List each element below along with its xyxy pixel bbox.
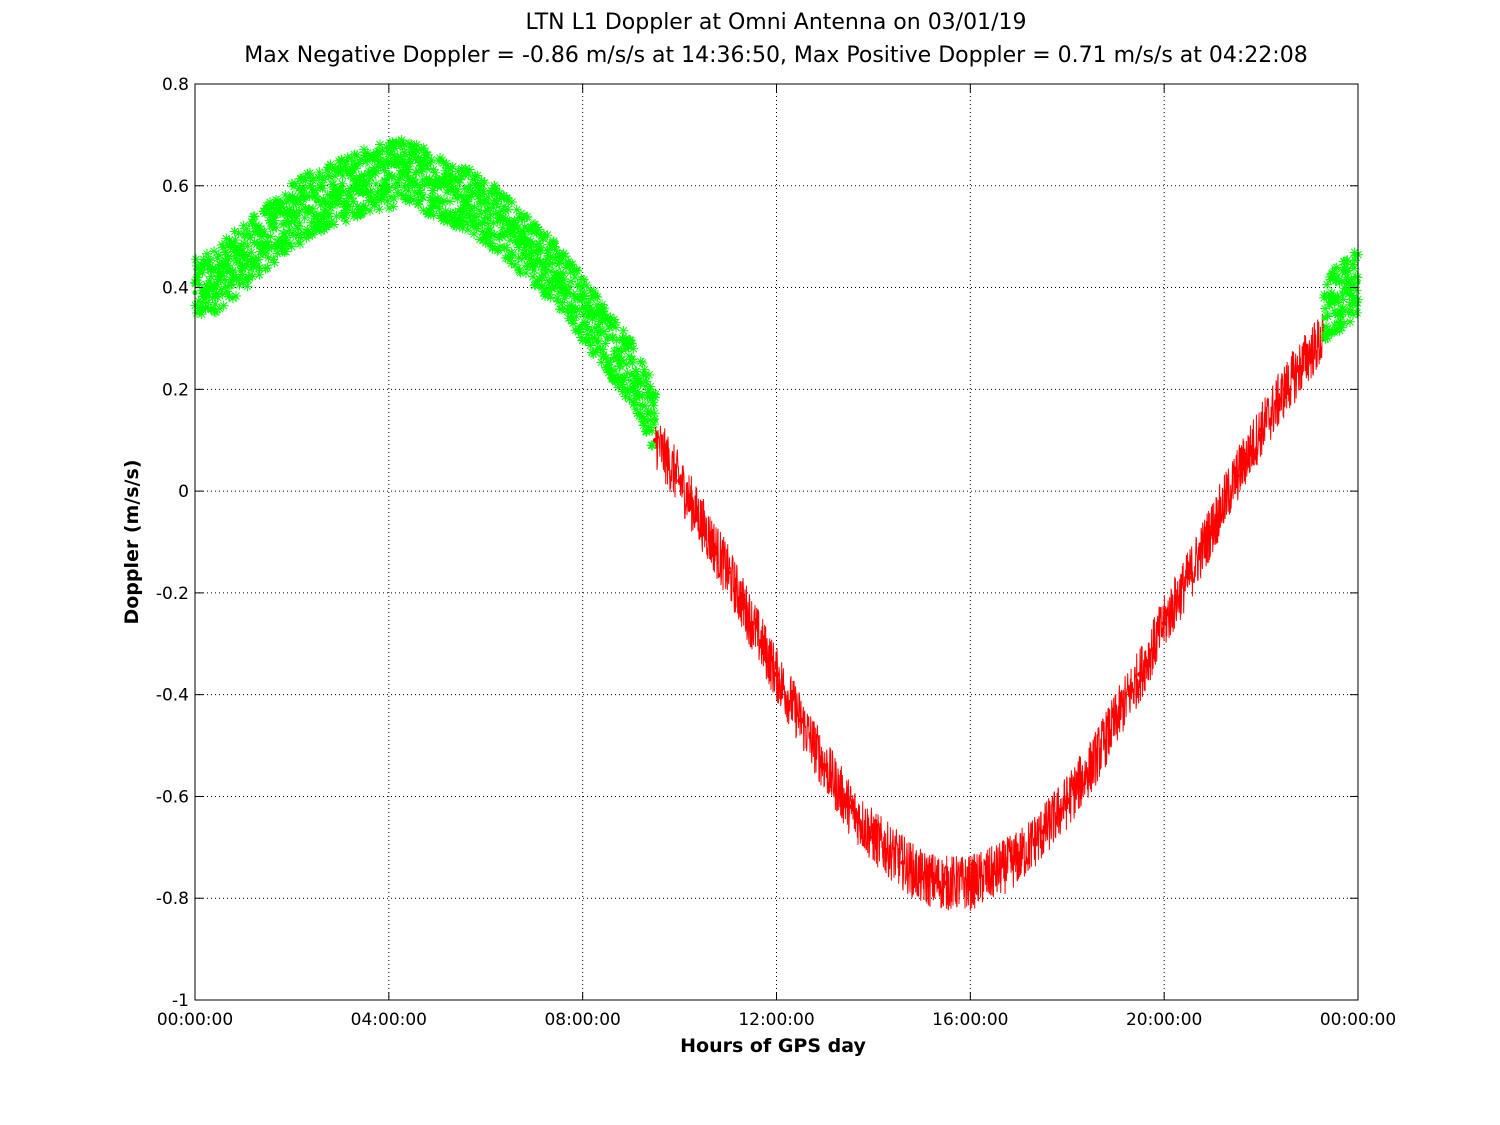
data-point [265,234,271,240]
grid-lines [195,84,1358,1000]
data-point [507,229,513,235]
series-asterisk-band [1319,247,1363,344]
series-noise-band [654,313,1325,911]
data-point [1113,717,1119,723]
data-point [943,880,949,886]
x-tick-label: 00:00:00 [157,1010,233,1030]
data-point [798,717,804,723]
data-point [1258,427,1264,433]
data-point [434,183,440,189]
data-point [241,254,246,260]
y-tick-label: 0.4 [162,279,189,299]
data-point [289,213,295,219]
y-tick-label: -0.4 [156,686,189,706]
data-point [580,305,586,311]
data-point [846,804,852,810]
x-tick-label: 16:00:00 [932,1010,1008,1030]
data-point [555,274,561,280]
data-point [216,274,222,280]
data-point [701,524,707,530]
y-tick-label: -0.6 [156,787,189,807]
data-point [337,188,343,194]
data-point [1321,315,1327,321]
data-point [870,834,876,840]
data-point [1234,473,1240,479]
data-point [919,875,925,881]
data-point [604,335,610,341]
data-point [313,198,319,204]
data-point [1089,763,1094,769]
data-point [1040,829,1046,835]
data-series [190,135,1363,911]
data-point [1343,290,1349,296]
data-point [774,671,779,677]
data-point [1185,575,1191,581]
data-point [1137,671,1143,677]
data-point [1282,386,1288,392]
data-point [1161,620,1167,626]
data-point [822,763,828,769]
data-point [1016,855,1022,860]
data-point [677,478,683,484]
series-asterisk-band [190,135,661,451]
y-tick-label: 0.8 [162,75,189,95]
x-axis-label: Hours of GPS day [680,1035,866,1057]
y-tick-label: -1 [172,991,189,1011]
data-point [483,208,489,214]
series-1 [190,135,661,451]
data-point [652,417,658,423]
y-tick-label: -0.2 [156,584,189,604]
plot-frame [194,83,1359,1001]
data-point [1331,300,1337,306]
y-tick-label: -0.8 [156,889,189,909]
chart-subtitle: Max Negative Doppler = -0.86 m/s/s at 14… [244,43,1308,68]
y-tick-label: 0.2 [162,380,189,400]
series-3 [1319,247,1363,344]
series-2 [652,313,1327,911]
x-tick-label: 00:00:00 [1320,1010,1396,1030]
data-point [652,437,658,443]
data-point [459,193,464,199]
data-point [725,570,731,575]
x-tick-label: 08:00:00 [544,1010,620,1030]
data-point [531,249,537,255]
data-point [386,173,392,179]
data-point [900,860,906,866]
y-tick-label: 0 [178,482,189,502]
x-tick-label: 04:00:00 [351,1010,427,1030]
data-point [1210,524,1216,530]
data-point [628,371,634,377]
data-point [967,880,973,886]
data-point [1064,799,1070,804]
data-point [1307,351,1312,357]
data-point [992,870,998,876]
x-tick-label: 12:00:00 [738,1010,814,1030]
y-tick-label: 0.6 [162,177,189,197]
data-point [362,178,368,184]
data-point [403,168,409,173]
y-axis-label: Doppler (m/s/s) [121,459,143,624]
axis-ticks: 00:00:00 04:00:00 08:00:00 12:00:00 16:00:00… [156,75,1396,1030]
x-tick-label: 20:00:00 [1126,1010,1202,1030]
data-point [749,620,755,626]
chart-title: LTN L1 Doppler at Omni Antenna on 03/01/… [525,10,1027,35]
